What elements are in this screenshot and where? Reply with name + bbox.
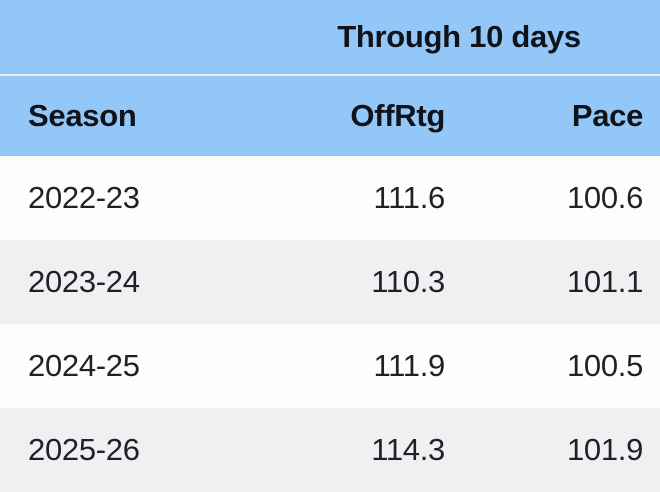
- pace-cell: 100.6: [566, 180, 644, 215]
- table-header: Through 10 days Season OffRtg Pace: [0, 0, 660, 156]
- table-row: 2025-26 114.3 101.9: [0, 408, 660, 492]
- offrtg-cell: 111.9: [373, 348, 446, 383]
- table-row: 2022-23 111.6 100.6: [0, 156, 660, 240]
- column-header-row: Season OffRtg Pace: [0, 75, 660, 156]
- season-cell: 2022-23: [28, 180, 140, 215]
- column-header-season: Season: [0, 75, 258, 156]
- season-cell: 2023-24: [28, 264, 140, 299]
- pace-cell: 100.5: [566, 348, 644, 383]
- offrtg-cell: 110.3: [371, 264, 445, 299]
- column-header-offrtg: OffRtg: [258, 75, 445, 156]
- corner-spacer-cell: [0, 0, 258, 76]
- table-row: 2023-24 110.3 101.1: [0, 240, 660, 324]
- pace-cell: 101.9: [566, 432, 644, 467]
- group-header-row: Through 10 days: [0, 0, 660, 76]
- season-cell: 2025-26: [28, 432, 140, 467]
- group-header-title: Through 10 days: [258, 0, 660, 76]
- season-cell: 2024-25: [28, 348, 140, 383]
- table-row: 2024-25 111.9 100.5: [0, 324, 660, 408]
- offrtg-cell: 111.6: [373, 180, 446, 215]
- table-body: 2022-23 111.6 100.6 2023-24 110.3 101.1 …: [0, 156, 660, 492]
- column-header-pace: Pace: [445, 75, 660, 156]
- offrtg-cell: 114.3: [371, 432, 445, 467]
- pace-cell: 101.1: [566, 264, 644, 299]
